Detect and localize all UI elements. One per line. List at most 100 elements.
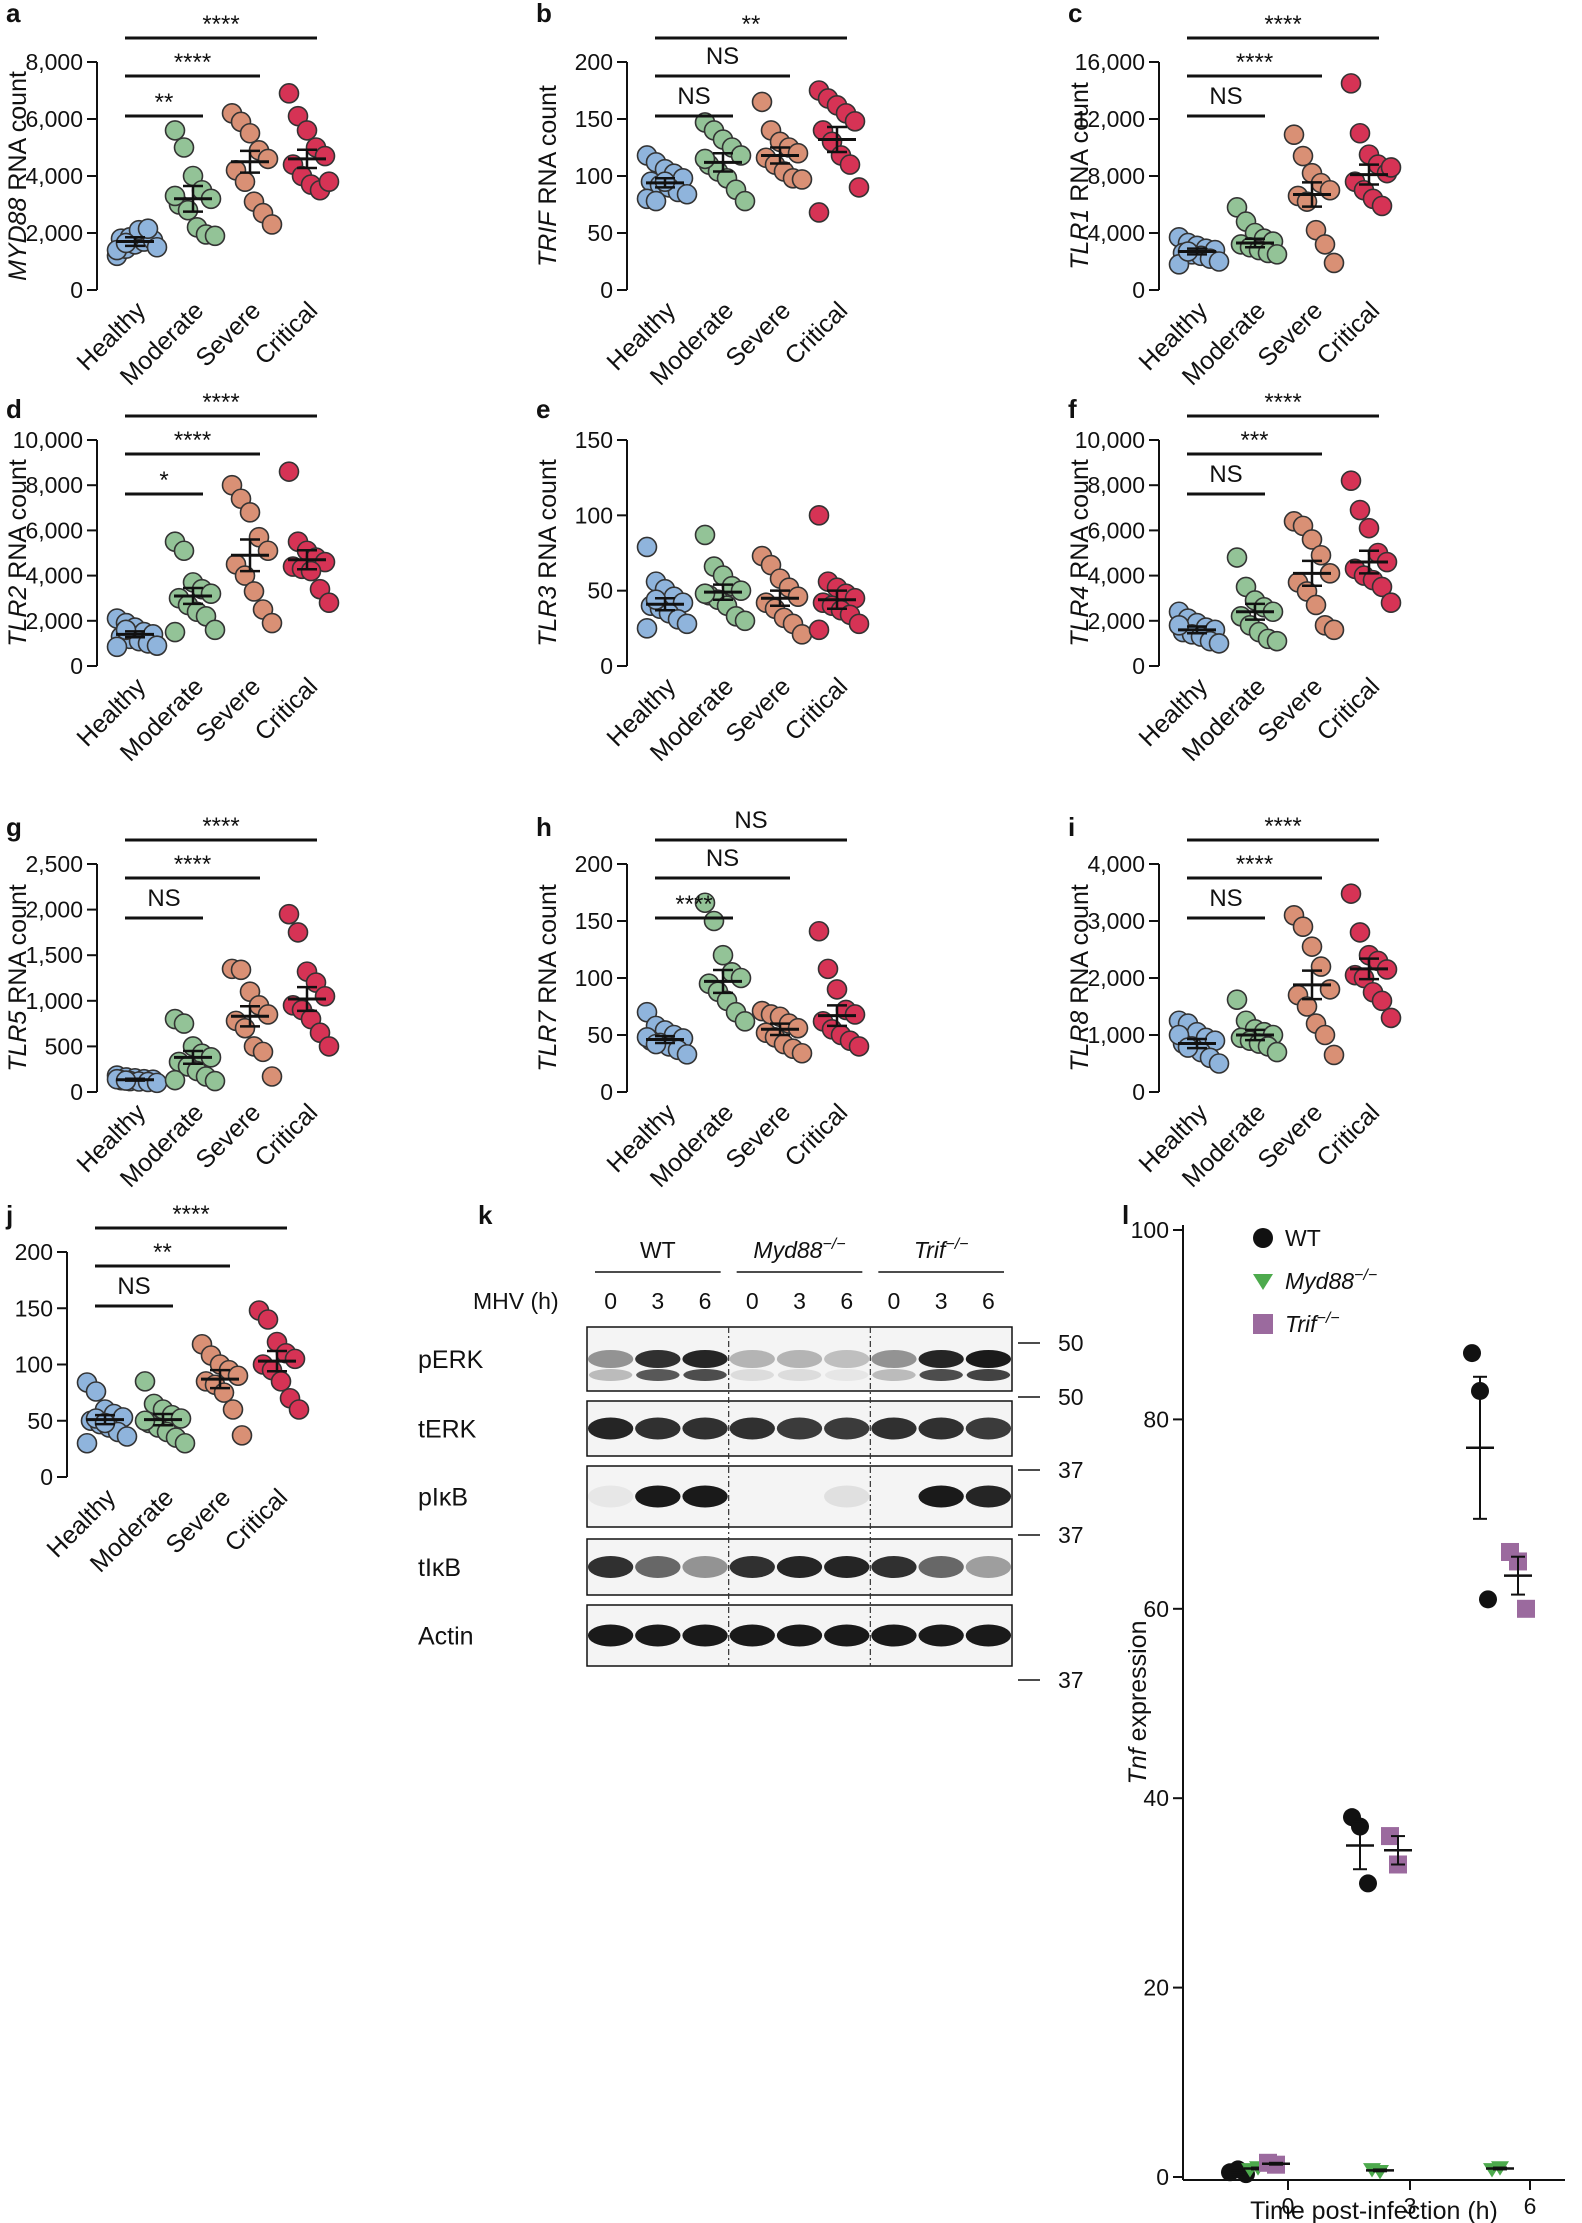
data-point — [1380, 592, 1402, 614]
data-point — [817, 958, 839, 980]
blot-band — [824, 1556, 870, 1578]
category-label: Severe — [160, 1483, 236, 1559]
data-point — [1479, 1590, 1497, 1609]
category-label: Severe — [190, 296, 266, 372]
y-axis-label: TLR4 RNA count — [1066, 459, 1094, 647]
panel-letter: l — [1122, 1200, 1129, 1230]
category-label: Severe — [1252, 1098, 1328, 1174]
significance-label: **** — [174, 851, 211, 878]
panel-letter: d — [6, 394, 22, 424]
y-axis-label: Tnf expression — [1124, 1621, 1152, 1785]
y-axis-label: TLR9 RNA count — [0, 1271, 2, 1459]
category-label: Severe — [190, 1098, 266, 1174]
data-point — [278, 461, 300, 482]
data-point — [204, 619, 226, 641]
blot-band — [587, 1624, 634, 1647]
mw-marker-label: 50 — [1058, 1384, 1084, 1410]
blot-band — [871, 1417, 917, 1440]
panel-letter: c — [1068, 0, 1082, 28]
data-point — [1226, 547, 1248, 568]
y-tick-label: 2,000 — [25, 608, 83, 634]
data-point — [318, 592, 340, 614]
data-point — [1305, 594, 1327, 616]
significance-label: **** — [174, 427, 211, 454]
data-point — [287, 922, 309, 943]
data-point — [1358, 517, 1380, 539]
category-label: Severe — [190, 672, 266, 748]
category-label: Critical — [779, 296, 853, 370]
blot-row-label: pIκB — [418, 1484, 468, 1512]
y-tick-label: 80 — [1143, 1406, 1169, 1432]
y-axis-label: TLR1 RNA count — [1066, 82, 1094, 270]
y-axis-label: TLR3 RNA count — [534, 459, 562, 647]
data-point — [257, 148, 279, 170]
y-tick-label: 0 — [1132, 1079, 1145, 1105]
gene-name: TLR4 — [1066, 586, 1094, 647]
y-axis-label: TLR8 RNA count — [1066, 884, 1094, 1072]
legend-label: Trif−/− — [1285, 1310, 1340, 1337]
blot-band — [871, 1350, 917, 1368]
significance-label: **** — [1236, 851, 1273, 878]
data-point — [734, 610, 756, 632]
blot-band — [635, 1350, 681, 1368]
data-point — [200, 583, 222, 604]
category-label: Severe — [1252, 296, 1328, 372]
y-tick-label: 0 — [600, 1079, 613, 1105]
blot-band — [965, 1350, 1012, 1368]
genotype-sup: −/− — [822, 1236, 845, 1253]
blot-band — [587, 1350, 634, 1368]
blot-band — [635, 1417, 681, 1440]
time-label: 0 — [746, 1288, 759, 1314]
data-point — [300, 560, 322, 582]
data-point — [85, 1381, 107, 1402]
time-label: 3 — [793, 1288, 806, 1314]
data-point — [1359, 1874, 1377, 1893]
data-point — [116, 1426, 138, 1447]
data-point — [1226, 989, 1248, 1010]
blot-band — [776, 1624, 823, 1647]
data-point — [239, 122, 261, 144]
category-label: Critical — [249, 672, 323, 746]
legend-marker — [1253, 1228, 1273, 1248]
data-point — [231, 1425, 253, 1446]
time-label: 3 — [935, 1288, 948, 1314]
gene-name: TLR5 — [4, 1011, 32, 1072]
blot-band — [636, 1369, 680, 1381]
panel-letter: j — [5, 1200, 13, 1230]
blot-band — [919, 1369, 963, 1381]
blot-band — [965, 1417, 1012, 1440]
y-label-suffix: RNA count — [534, 85, 562, 212]
blot-band — [918, 1624, 964, 1647]
y-tick-label: 0 — [1156, 2164, 1169, 2190]
data-point — [1292, 145, 1314, 167]
x-tick-label: 6 — [1524, 2193, 1537, 2219]
y-tick-label: 50 — [587, 578, 613, 604]
blot-band — [730, 1369, 774, 1381]
gene-name: TLR8 — [1066, 1011, 1094, 1072]
blot-band — [824, 1485, 870, 1508]
data-point — [751, 91, 773, 113]
blot-band — [918, 1485, 964, 1508]
significance-label: **** — [202, 813, 239, 840]
data-point — [1292, 916, 1314, 938]
y-tick-label: 100 — [15, 1352, 53, 1378]
data-point — [694, 148, 716, 170]
time-label: 3 — [651, 1288, 664, 1314]
data-point — [730, 145, 752, 166]
blot-band — [587, 1556, 634, 1578]
genotype-label: WT — [640, 1237, 676, 1263]
blot-band — [824, 1417, 870, 1440]
data-point — [318, 171, 340, 192]
legend-marker — [1253, 1274, 1273, 1290]
blot-band — [729, 1417, 775, 1440]
data-point — [234, 1017, 256, 1039]
genotype-sup: −/− — [945, 1236, 968, 1253]
data-point — [848, 613, 870, 635]
y-tick-label: 0 — [70, 277, 83, 303]
y-tick-label: 1,500 — [25, 942, 83, 968]
data-point — [1349, 922, 1371, 943]
blot-band — [825, 1369, 869, 1381]
